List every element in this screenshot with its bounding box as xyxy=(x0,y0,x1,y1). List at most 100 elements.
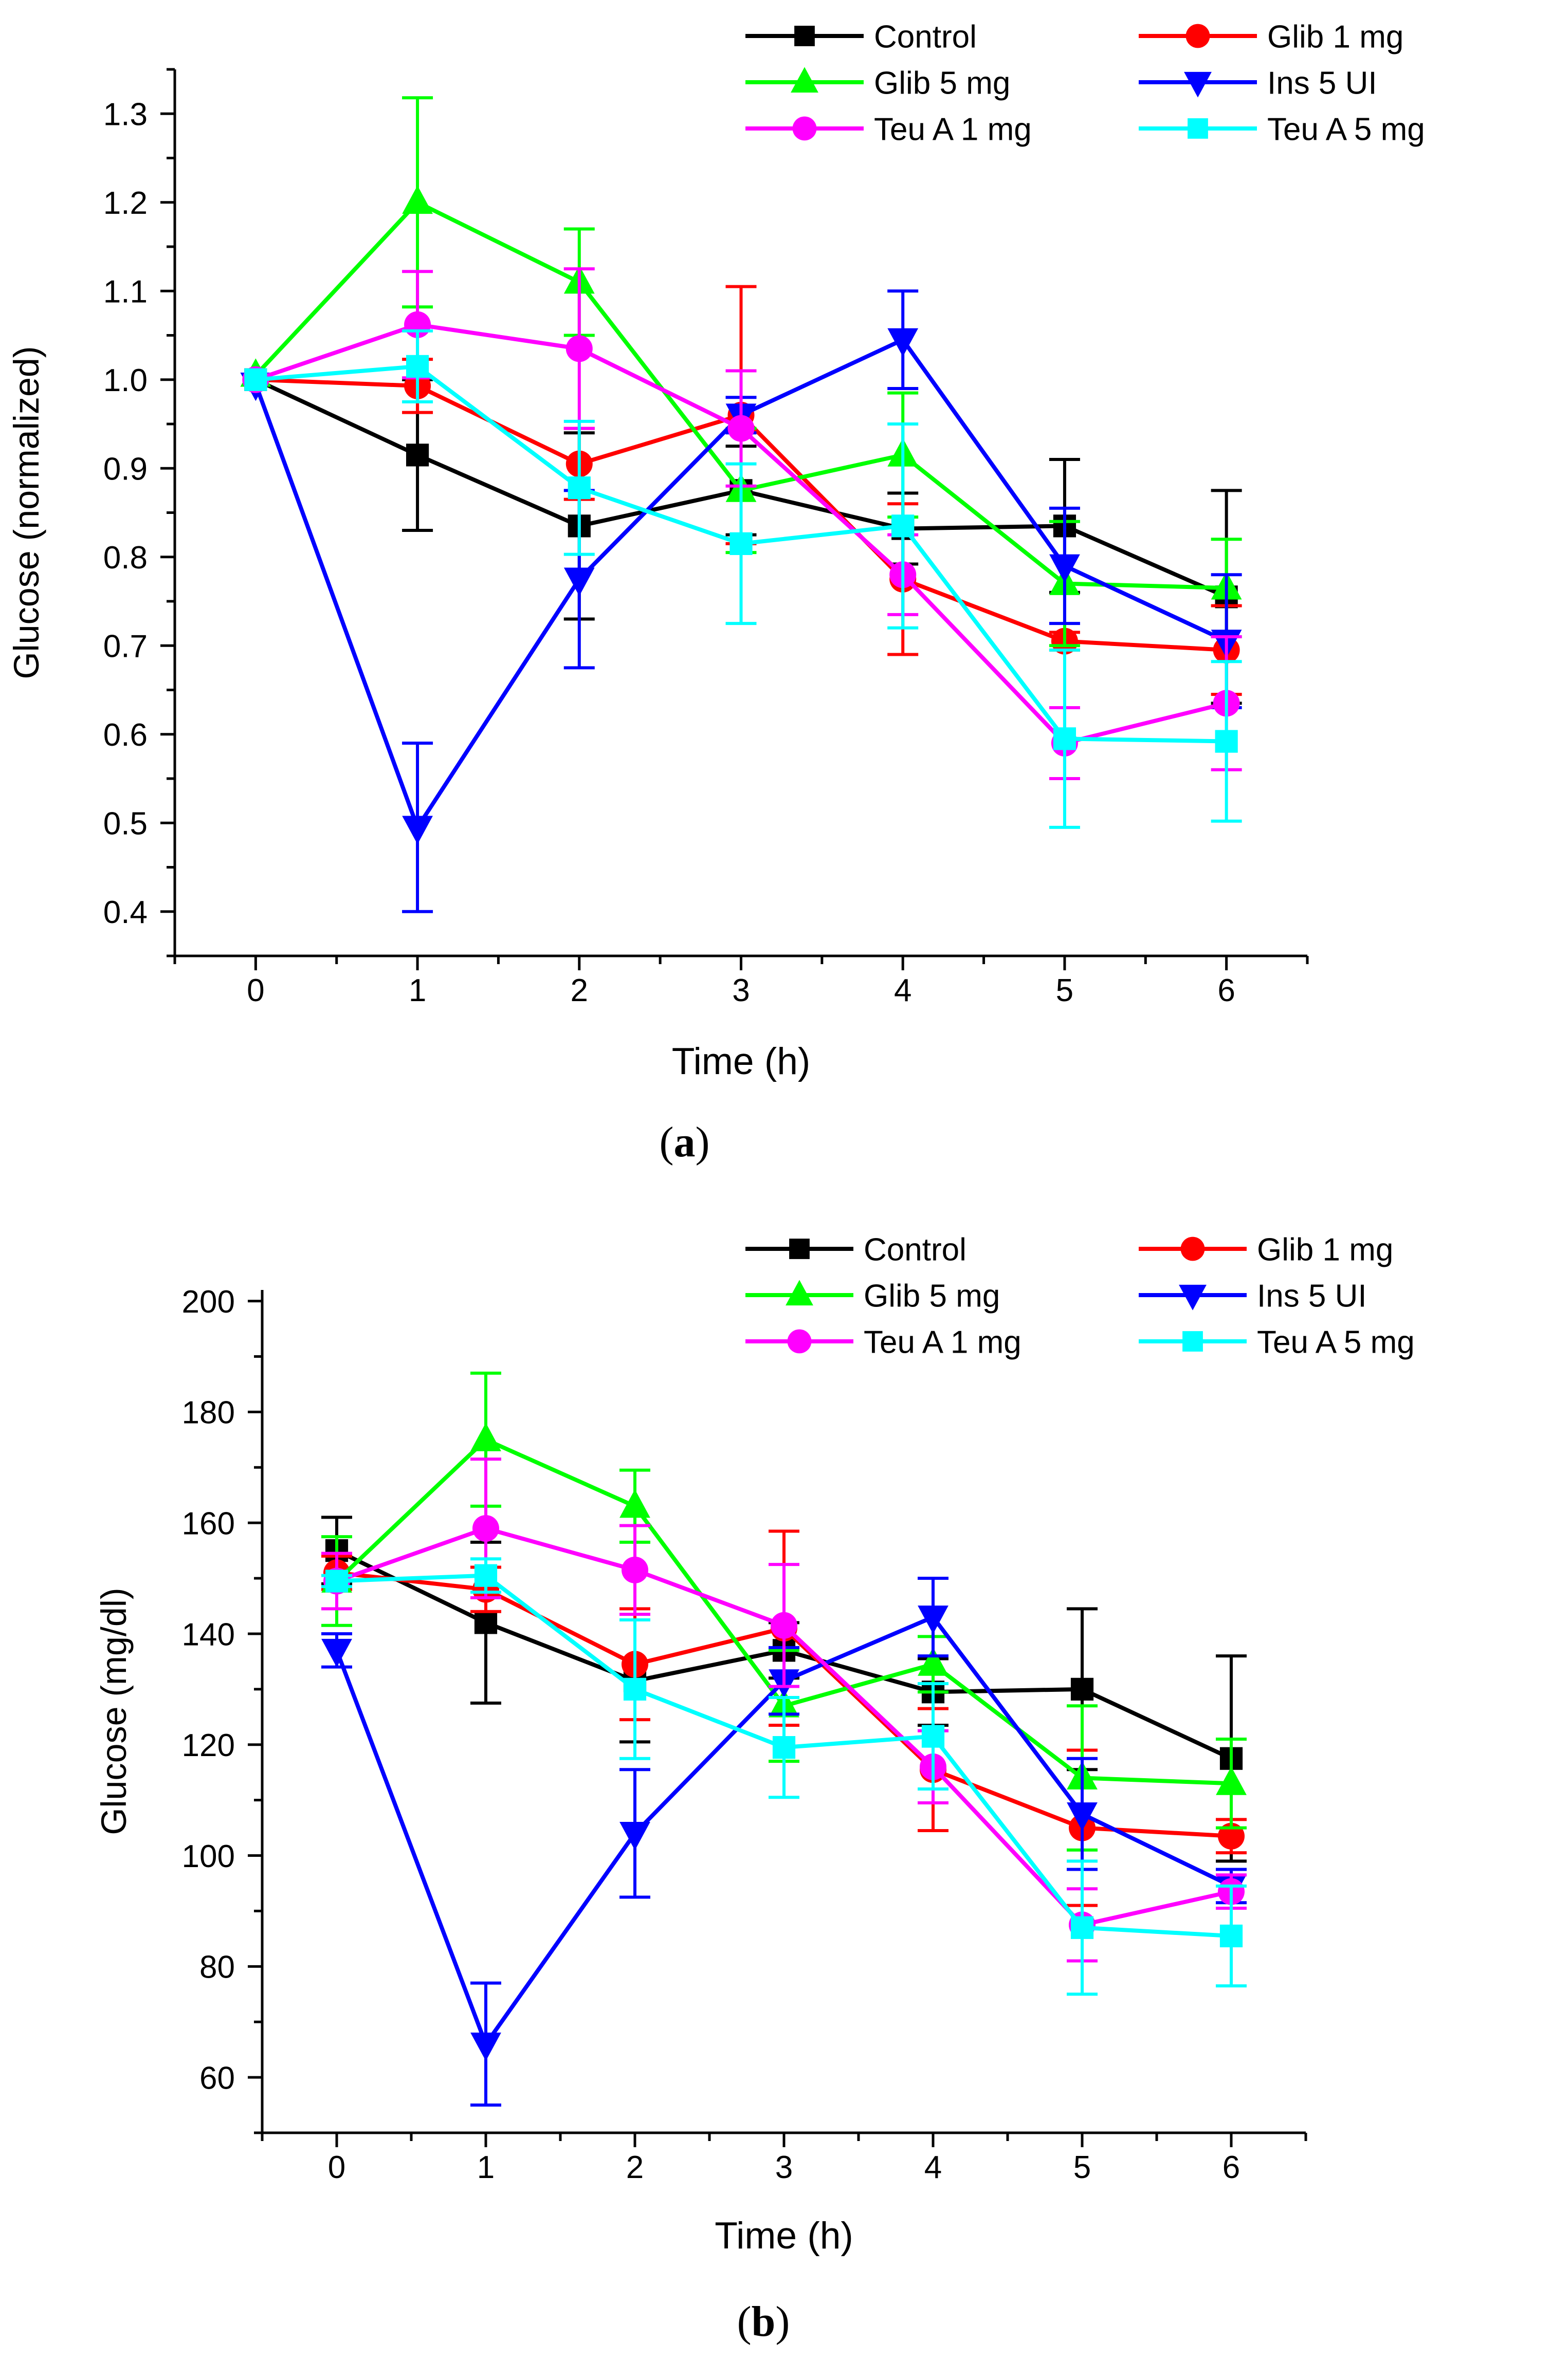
legend-item-teu-a-1-mg: Teu A 1 mg xyxy=(745,112,1032,147)
legend-swatch-marker xyxy=(1185,24,1210,48)
y-tick-label: 1.0 xyxy=(103,363,148,398)
axes: 0 1 2 3 4 5 6 60 80 100 120 140 160 180 200 xyxy=(182,1284,1307,2185)
data-point xyxy=(729,532,753,555)
panel-caption: (a) xyxy=(660,1118,710,1166)
y-tick-label: 80 xyxy=(199,1950,235,1985)
y-tick-label: 120 xyxy=(182,1728,235,1763)
data-point xyxy=(891,514,915,538)
y-tick-label: 100 xyxy=(182,1839,235,1874)
data-point xyxy=(1219,1924,1243,1948)
data-point xyxy=(406,355,429,378)
data-point xyxy=(565,335,593,362)
legend-label: Glib 1 mg xyxy=(1257,1232,1393,1267)
data-point xyxy=(1049,554,1080,583)
data-point xyxy=(406,444,429,467)
data-point xyxy=(470,2032,501,2061)
x-tick-label: 4 xyxy=(894,973,911,1008)
y-tick-label: 0.5 xyxy=(103,806,148,842)
data-point xyxy=(472,1515,499,1542)
x-tick-label: 6 xyxy=(1222,2150,1240,2185)
legend-swatch-marker xyxy=(1188,118,1208,139)
legend-swatch-marker xyxy=(791,67,818,93)
data-point xyxy=(321,1638,352,1668)
x-tick-label: 6 xyxy=(1217,973,1235,1008)
y-axis-title: Glucose (normalized) xyxy=(7,346,46,679)
legend-swatch-marker xyxy=(1180,1237,1205,1261)
data-point xyxy=(1053,727,1076,750)
legend-swatch-marker xyxy=(787,1329,812,1354)
data-point xyxy=(622,1556,648,1583)
x-axis-title: Time (h) xyxy=(672,1040,811,1082)
panel-caption: (b) xyxy=(737,2298,790,2346)
data-point xyxy=(918,1606,948,1634)
legend-label: Control xyxy=(874,19,977,54)
legend-label: Ins 5 UI xyxy=(1267,65,1377,101)
series-teu-a-5-mg xyxy=(244,329,1242,829)
y-tick-label: 0.4 xyxy=(103,895,148,930)
x-tick-label: 4 xyxy=(924,2150,942,2185)
legend-swatch-marker xyxy=(1182,1331,1203,1352)
legend-label: Glib 1 mg xyxy=(1267,19,1403,54)
legend-label: Teu A 1 mg xyxy=(874,112,1032,147)
legend-label: Ins 5 UI xyxy=(1257,1278,1367,1314)
legend-item-control: Control xyxy=(745,19,977,54)
y-tick-label: 140 xyxy=(182,1617,235,1652)
x-tick-label: 1 xyxy=(477,2150,495,2185)
legend-item-glib-5-mg: Glib 5 mg xyxy=(745,65,1010,101)
legend-swatch-marker xyxy=(794,26,815,46)
data-point xyxy=(325,1570,349,1593)
x-tick-label: 2 xyxy=(571,973,588,1008)
axes: 0 1 2 3 4 5 6 0.4 0.5 0.6 0.7 0.8 0.9 1.0 1.1 1.2 1.3 xyxy=(103,68,1309,1008)
legend-item-ins-5-ui: Ins 5 UI xyxy=(1139,65,1377,101)
legend-swatch-marker xyxy=(789,1239,810,1259)
data-point xyxy=(623,1677,647,1701)
data-point xyxy=(772,1736,796,1759)
y-tick-label: 60 xyxy=(199,2060,235,2096)
y-tick-label: 1.3 xyxy=(103,97,148,133)
data-point xyxy=(1067,1802,1098,1831)
x-tick-label: 3 xyxy=(775,2150,793,2185)
data-point xyxy=(1070,1916,1094,1939)
legend-swatch-marker xyxy=(1184,71,1212,98)
series-teu-a-5-mg xyxy=(321,1557,1247,1996)
x-tick-label: 2 xyxy=(626,2150,644,2185)
x-tick-label: 5 xyxy=(1073,2150,1091,2185)
legend-item-ins-5-ui: Ins 5 UI xyxy=(1139,1278,1367,1314)
legend-label: Glib 5 mg xyxy=(864,1278,1000,1314)
legend-label: Teu A 5 mg xyxy=(1267,112,1425,147)
data-point xyxy=(771,1612,797,1639)
legend: Control Glib 1 mg Glib 5 mg Ins 5 UI Teu A 1… xyxy=(745,1232,1415,1360)
y-tick-label: 200 xyxy=(182,1284,235,1320)
legend-item-teu-a-1-mg: Teu A 1 mg xyxy=(745,1324,1021,1360)
data-point xyxy=(921,1725,945,1748)
data-point xyxy=(474,1564,498,1587)
data-point xyxy=(402,816,433,844)
panel-b: 0 1 2 3 4 5 6 60 80 100 120 140 160 180 200 Time (h) Glu… xyxy=(95,1232,1415,2346)
data-point xyxy=(619,1821,650,1851)
legend-item-glib-5-mg: Glib 5 mg xyxy=(745,1278,1000,1314)
y-axis-title: Glucose (mg/dl) xyxy=(95,1588,134,1835)
x-tick-label: 1 xyxy=(409,973,426,1008)
y-tick-label: 0.6 xyxy=(103,717,148,753)
series-layer xyxy=(240,96,1242,913)
x-tick-label: 3 xyxy=(732,973,750,1008)
data-point xyxy=(1215,730,1238,753)
data-point xyxy=(244,368,267,391)
data-point xyxy=(918,1647,948,1676)
series-layer xyxy=(321,1371,1247,2107)
x-tick-label: 0 xyxy=(247,973,264,1008)
data-point xyxy=(1218,1822,1245,1850)
data-point xyxy=(563,567,595,596)
legend-item-teu-a-5-mg: Teu A 5 mg xyxy=(1139,1324,1415,1360)
legend-swatch-marker xyxy=(786,1280,813,1306)
legend-label: Control xyxy=(864,1232,966,1267)
legend-label: Teu A 1 mg xyxy=(864,1324,1021,1360)
y-tick-label: 1.1 xyxy=(103,274,148,310)
legend-item-glib-1-mg: Glib 1 mg xyxy=(1139,1232,1393,1267)
legend-label: Glib 5 mg xyxy=(874,65,1010,101)
data-point xyxy=(568,476,591,500)
legend-item-teu-a-5-mg: Teu A 5 mg xyxy=(1139,112,1425,147)
legend-swatch-marker xyxy=(1179,1284,1207,1311)
data-point xyxy=(474,1611,498,1634)
